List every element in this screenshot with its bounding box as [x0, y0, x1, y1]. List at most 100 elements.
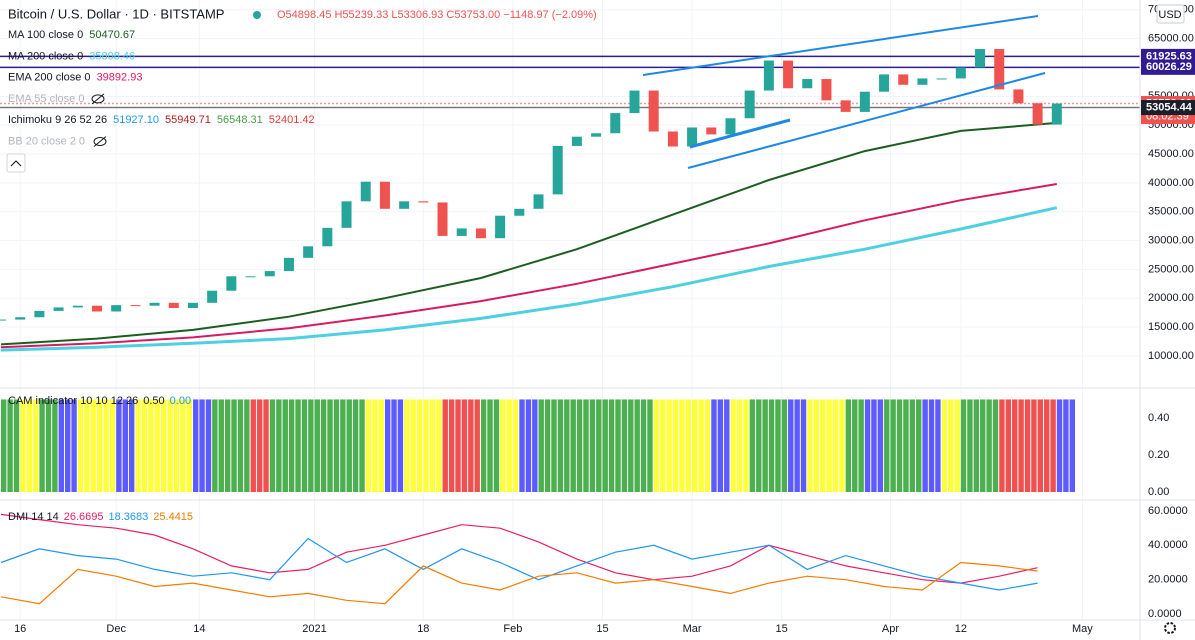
cam-bar [896, 399, 903, 493]
cam-bar [192, 399, 199, 493]
pane-legend: DMI 14 14 26.6695 18.3683 25.4415 [8, 511, 193, 523]
candle-body [264, 271, 275, 277]
cam-bar [820, 399, 826, 493]
y-tick-label: 30000.00 [1148, 234, 1194, 246]
cam-bar [327, 399, 333, 493]
cam-bar [480, 399, 487, 493]
indicator-legend: EMA 55 close 0 [8, 93, 84, 105]
cam-bar [730, 399, 736, 493]
cam-bar [154, 399, 160, 493]
cam-bar [7, 399, 13, 493]
candle-body [936, 78, 947, 80]
cam-bar [1005, 399, 1012, 493]
cam-bar [685, 399, 692, 493]
pane-legend: CAM indicator 10 10 12 26 0.50 0.00 [8, 395, 191, 407]
price-label: 53054.44 [1146, 101, 1193, 113]
moving-average [0, 183, 1057, 349]
candle-body [763, 60, 774, 91]
y-tick-label: 0.40 [1148, 412, 1169, 424]
cam-bar [96, 399, 103, 493]
indicator-legend: Ichimoku 9 26 52 26 51927.10 55949.71 56548… [8, 114, 315, 126]
cam-bar [448, 399, 455, 493]
cam-bar [391, 399, 397, 493]
price-label-box [1141, 59, 1195, 75]
price-label: 60026.29 [1146, 61, 1192, 73]
cam-bar [557, 399, 564, 493]
cam-bar [410, 399, 416, 493]
cam-bar [26, 399, 32, 493]
cam-bar [237, 399, 244, 493]
legend-entry: 26.6695 [64, 511, 104, 523]
cam-bar [704, 399, 711, 493]
y-tick-label: 0.0000 [1148, 608, 1182, 620]
collapse-button[interactable] [6, 153, 26, 173]
cam-bar [845, 399, 852, 493]
candle-body [975, 49, 986, 68]
dmi-line [0, 513, 1038, 584]
cam-bar [564, 399, 570, 493]
cam-bar [800, 399, 807, 493]
cam-bar [160, 399, 167, 493]
candle-body [341, 201, 352, 228]
cam-bar [551, 399, 557, 493]
cam-bar [666, 399, 672, 493]
candle-body [34, 310, 45, 318]
cam-bar [615, 399, 621, 493]
cam-bar [877, 399, 884, 493]
y-tick-label: 20.0000 [1148, 574, 1188, 586]
legend: CAM indicator 10 10 12 26 0.50 0.00 DMI 14 … [8, 6, 597, 522]
legend-entry: 25.4415 [153, 511, 193, 523]
candle-body [706, 127, 717, 135]
cam-bar [519, 399, 525, 493]
cam-bar [743, 399, 749, 493]
cam-bar [788, 399, 794, 493]
cam-bar [333, 399, 340, 493]
cam-bar [500, 399, 506, 493]
candle-body [283, 257, 294, 272]
cam-bar [346, 399, 352, 493]
cam-bar [20, 399, 26, 493]
cam-bar [282, 399, 288, 493]
indicator-value: 39892.93 [97, 72, 143, 84]
cam-bar [487, 399, 493, 493]
cam-bar [858, 399, 864, 493]
x-tick-label: 14 [193, 623, 205, 635]
cam-bar [474, 399, 480, 493]
x-tick-label: 2021 [302, 623, 326, 635]
cam-bar [372, 399, 378, 493]
candle-body [399, 201, 410, 209]
cam-bar [116, 399, 122, 493]
cam-bar [653, 399, 660, 493]
hidden-eye-slash [91, 93, 105, 105]
y-tick-label: 40.0000 [1148, 539, 1188, 551]
candle-body [1032, 103, 1043, 125]
cam-bar [954, 399, 960, 493]
legend-param: 0.50 [143, 395, 164, 407]
cam-bar [423, 399, 429, 493]
candle-body [0, 319, 6, 321]
cam-bar [186, 399, 192, 493]
currency-box[interactable] [1156, 4, 1185, 24]
cam-bar [429, 399, 436, 493]
cam-bar [1056, 399, 1063, 493]
cam-bar [224, 399, 231, 493]
cam-bar [813, 399, 820, 493]
cam-bar [493, 399, 500, 493]
candle-body [379, 181, 390, 209]
cam-bar [999, 399, 1005, 493]
cam-bar [717, 399, 724, 493]
cam-bar [32, 399, 39, 493]
x-tick-label: Mar [683, 623, 702, 635]
settings-icon[interactable] [1164, 622, 1176, 634]
indicator-value: 50470.67 [89, 29, 135, 41]
currency[interactable]: USD [1158, 9, 1181, 21]
cam-bar [826, 399, 832, 493]
candle-body [725, 118, 736, 135]
candle-body [149, 302, 160, 306]
x-tick-label: Apr [882, 623, 899, 635]
y-tick-label: 10000.00 [1148, 350, 1194, 362]
cam-bar [852, 399, 858, 493]
cam-bar [679, 399, 685, 493]
x-tick-label: 16 [14, 623, 26, 635]
cam-bar [602, 399, 608, 493]
